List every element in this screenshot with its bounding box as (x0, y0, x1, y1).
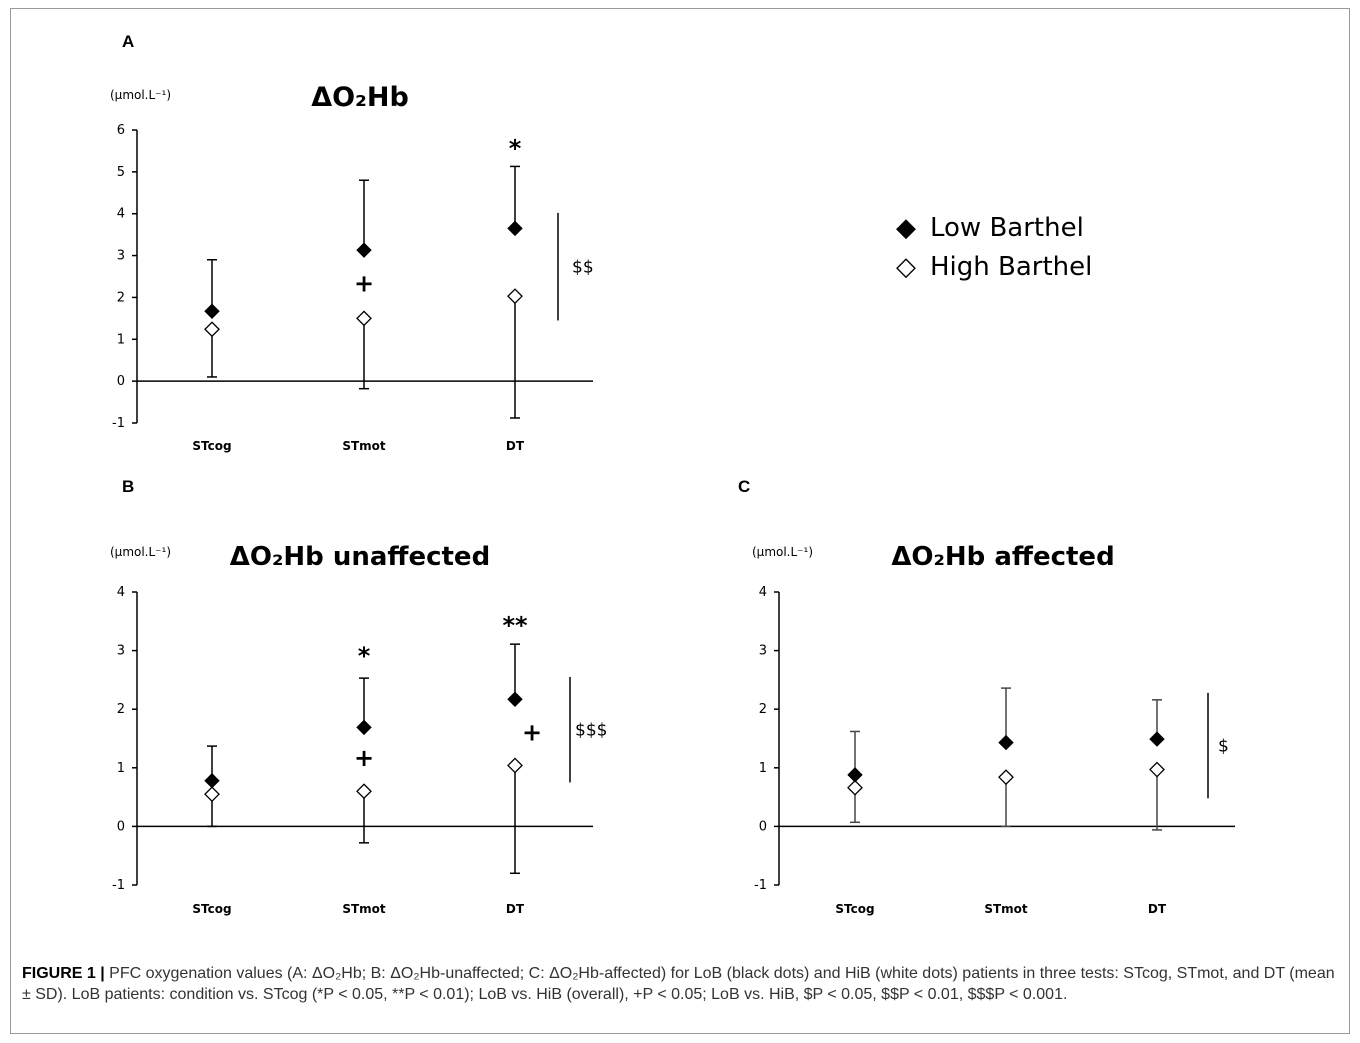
marker-high-barthel (356, 783, 372, 800)
x-category-label: DT (506, 439, 525, 453)
significance-dollar: $$ (572, 258, 594, 278)
y-tick-label: 2 (117, 290, 125, 305)
y-tick-label: 4 (759, 585, 767, 600)
y-tick-label: 3 (759, 644, 767, 659)
marker-high-barthel (507, 757, 523, 774)
x-category-label: DT (506, 902, 525, 916)
legend-symbol-high: ◇ (896, 252, 916, 282)
marker-low-barthel (847, 767, 863, 783)
significance-dollar: $ (1218, 737, 1229, 757)
y-tick-label: 1 (759, 761, 767, 776)
panel-b: B (µmol.L⁻¹) ΔO₂Hb unaffected -1 0 1 2 3 4 STc… (110, 477, 607, 916)
y-tick-label: -1 (112, 878, 125, 893)
panel-letter-c: C (738, 477, 750, 496)
marker-high-barthel (204, 321, 220, 338)
marker-low-barthel (1149, 731, 1165, 747)
legend-label-low: Low Barthel (930, 213, 1084, 243)
marker-high-barthel (507, 288, 523, 305)
panel-letter-b: B (122, 477, 134, 496)
y-tick-label: -1 (754, 878, 767, 893)
y-tick-label: 0 (117, 374, 125, 389)
significance-star: ** (502, 611, 528, 639)
y-tick-label: 4 (117, 585, 125, 600)
marker-high-barthel (356, 310, 372, 327)
legend-label-high: High Barthel (930, 252, 1092, 282)
x-category-label: STcog (192, 902, 231, 916)
legend: ◆ Low Barthel ◇ High Barthel (896, 213, 1092, 282)
figure-canvas: A (µmol.L⁻¹) ΔO₂Hb -1 0 1 2 3 4 5 6 STcog STmot DT… (110, 32, 1235, 916)
significance-dollar: $$$ (575, 721, 607, 741)
x-category-label: DT (1148, 902, 1167, 916)
y-tick-label: 4 (117, 207, 125, 222)
significance-plus: + (522, 719, 542, 747)
x-category-label: STmot (984, 902, 1028, 916)
significance-plus: + (354, 744, 374, 772)
panel-a: A (µmol.L⁻¹) ΔO₂Hb -1 0 1 2 3 4 5 6 STcog STmot DT… (110, 32, 594, 453)
x-category-label: STcog (835, 902, 874, 916)
y-tick-label: 3 (117, 644, 125, 659)
y-tick-label: 1 (117, 332, 125, 347)
marker-low-barthel (356, 242, 372, 258)
x-category-label: STmot (342, 439, 386, 453)
marker-high-barthel (1149, 761, 1165, 778)
figure-frame (10, 8, 1350, 1034)
x-category-label: STmot (342, 902, 386, 916)
caption-figure-label: FIGURE 1 | (22, 965, 105, 982)
caption-text: PFC oxygenation values (A: ΔO₂Hb; B: ΔO₂… (22, 965, 1335, 1003)
y-unit-label: (µmol.L⁻¹) (752, 545, 813, 559)
y-tick-label: 3 (117, 249, 125, 264)
panel-letter-a: A (122, 32, 134, 51)
chart-title: ΔO₂Hb affected (891, 542, 1114, 572)
marker-low-barthel (998, 734, 1014, 751)
y-tick-label: 0 (117, 819, 125, 834)
y-tick-label: 1 (117, 761, 125, 776)
marker-low-barthel (507, 220, 523, 237)
significance-star: * (358, 642, 371, 670)
chart-title: ΔO₂Hb unaffected (230, 542, 490, 572)
figure-caption: FIGURE 1 | PFC oxygenation values (A: ΔO… (22, 963, 1338, 1005)
y-tick-label: -1 (112, 416, 125, 431)
y-tick-label: 5 (117, 165, 125, 180)
marker-low-barthel (356, 719, 372, 736)
marker-high-barthel (998, 769, 1014, 786)
marker-low-barthel (204, 303, 220, 319)
y-tick-label: 6 (117, 123, 125, 138)
legend-symbol-low: ◆ (896, 213, 916, 243)
significance-plus: + (354, 270, 374, 298)
marker-high-barthel (847, 779, 863, 796)
y-tick-label: 2 (759, 702, 767, 717)
chart-title: ΔO₂Hb (311, 82, 409, 113)
marker-low-barthel (204, 772, 220, 789)
y-tick-label: 0 (759, 819, 767, 834)
y-unit-label: (µmol.L⁻¹) (110, 88, 171, 102)
y-unit-label: (µmol.L⁻¹) (110, 545, 171, 559)
y-tick-label: 2 (117, 702, 125, 717)
marker-high-barthel (204, 786, 220, 803)
x-category-label: STcog (192, 439, 231, 453)
significance-star: * (509, 135, 522, 163)
panel-c: C (µmol.L⁻¹) ΔO₂Hb affected -1 0 1 2 3 4 STcog… (738, 477, 1235, 916)
marker-low-barthel (507, 691, 523, 707)
